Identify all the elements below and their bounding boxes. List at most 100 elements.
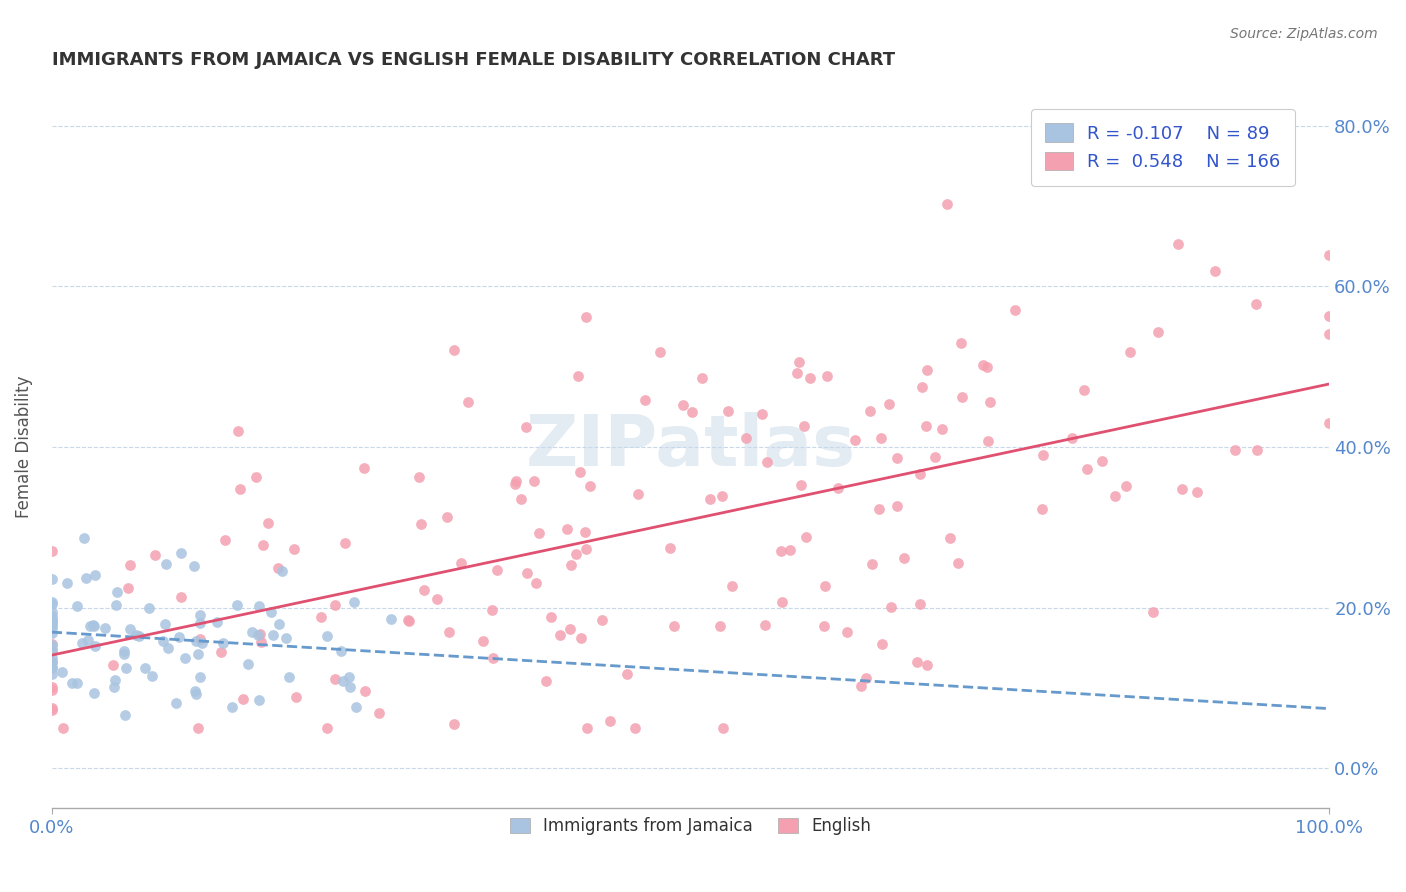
Point	[344, 700, 367, 714]
Point	[868, 502, 890, 516]
Point	[188, 670, 211, 684]
Point	[1167, 237, 1189, 252]
Point	[634, 392, 657, 407]
Point	[56, 576, 79, 591]
Point	[212, 635, 235, 649]
Point	[627, 486, 650, 500]
Point	[529, 526, 551, 541]
Point	[1171, 482, 1194, 496]
Point	[41, 655, 63, 669]
Point	[548, 628, 571, 642]
Point	[125, 628, 148, 642]
Point	[339, 681, 361, 695]
Point	[870, 637, 893, 651]
Point	[173, 650, 195, 665]
Point	[567, 368, 589, 383]
Point	[245, 470, 267, 484]
Point	[41, 660, 63, 674]
Point	[225, 598, 247, 612]
Point	[60, 676, 83, 690]
Point	[332, 673, 354, 688]
Point	[1060, 431, 1083, 445]
Point	[207, 615, 229, 629]
Point	[134, 661, 156, 675]
Y-axis label: Female Disability: Female Disability	[15, 376, 32, 518]
Point	[187, 721, 209, 735]
Point	[274, 632, 297, 646]
Point	[153, 616, 176, 631]
Point	[813, 619, 835, 633]
Point	[41, 683, 63, 698]
Point	[157, 640, 180, 655]
Point	[939, 531, 962, 545]
Point	[283, 542, 305, 557]
Point	[285, 690, 308, 705]
Point	[51, 665, 73, 680]
Point	[70, 636, 93, 650]
Point	[184, 634, 207, 648]
Point	[249, 634, 271, 648]
Point	[82, 618, 104, 632]
Point	[330, 644, 353, 658]
Point	[75, 572, 97, 586]
Point	[979, 395, 1001, 409]
Point	[315, 721, 337, 735]
Point	[105, 585, 128, 599]
Point	[515, 419, 537, 434]
Point	[271, 564, 294, 578]
Point	[41, 544, 63, 558]
Point	[221, 700, 243, 714]
Point	[751, 407, 773, 421]
Point	[837, 625, 859, 640]
Point	[188, 632, 211, 647]
Point	[112, 644, 135, 658]
Point	[309, 610, 332, 624]
Point	[155, 558, 177, 572]
Point	[94, 621, 117, 635]
Point	[787, 355, 810, 369]
Point	[396, 613, 419, 627]
Point	[188, 608, 211, 623]
Point	[1031, 502, 1053, 516]
Point	[457, 395, 479, 409]
Point	[41, 597, 63, 611]
Point	[911, 380, 934, 394]
Point	[574, 524, 596, 539]
Point	[209, 645, 232, 659]
Point	[578, 478, 600, 492]
Point	[188, 615, 211, 630]
Point	[437, 624, 460, 639]
Point	[516, 566, 538, 581]
Point	[486, 563, 509, 577]
Point	[949, 336, 972, 351]
Text: ZIPatlas: ZIPatlas	[526, 412, 856, 482]
Point	[505, 474, 527, 488]
Point	[1147, 325, 1170, 339]
Point	[790, 477, 813, 491]
Point	[214, 533, 236, 548]
Point	[337, 669, 360, 683]
Point	[858, 404, 880, 418]
Point	[755, 455, 778, 469]
Point	[247, 599, 270, 613]
Point	[443, 717, 465, 731]
Point	[246, 628, 269, 642]
Point	[443, 343, 465, 358]
Point	[690, 371, 713, 385]
Point	[905, 655, 928, 669]
Point	[558, 623, 581, 637]
Point	[260, 605, 283, 619]
Point	[662, 619, 685, 633]
Point	[786, 366, 808, 380]
Point	[257, 516, 280, 530]
Point	[353, 460, 375, 475]
Point	[1317, 309, 1340, 323]
Point	[41, 615, 63, 629]
Point	[41, 595, 63, 609]
Point	[564, 547, 586, 561]
Point	[104, 673, 127, 688]
Point	[187, 648, 209, 662]
Point	[523, 474, 546, 488]
Point	[120, 622, 142, 636]
Point	[915, 419, 938, 434]
